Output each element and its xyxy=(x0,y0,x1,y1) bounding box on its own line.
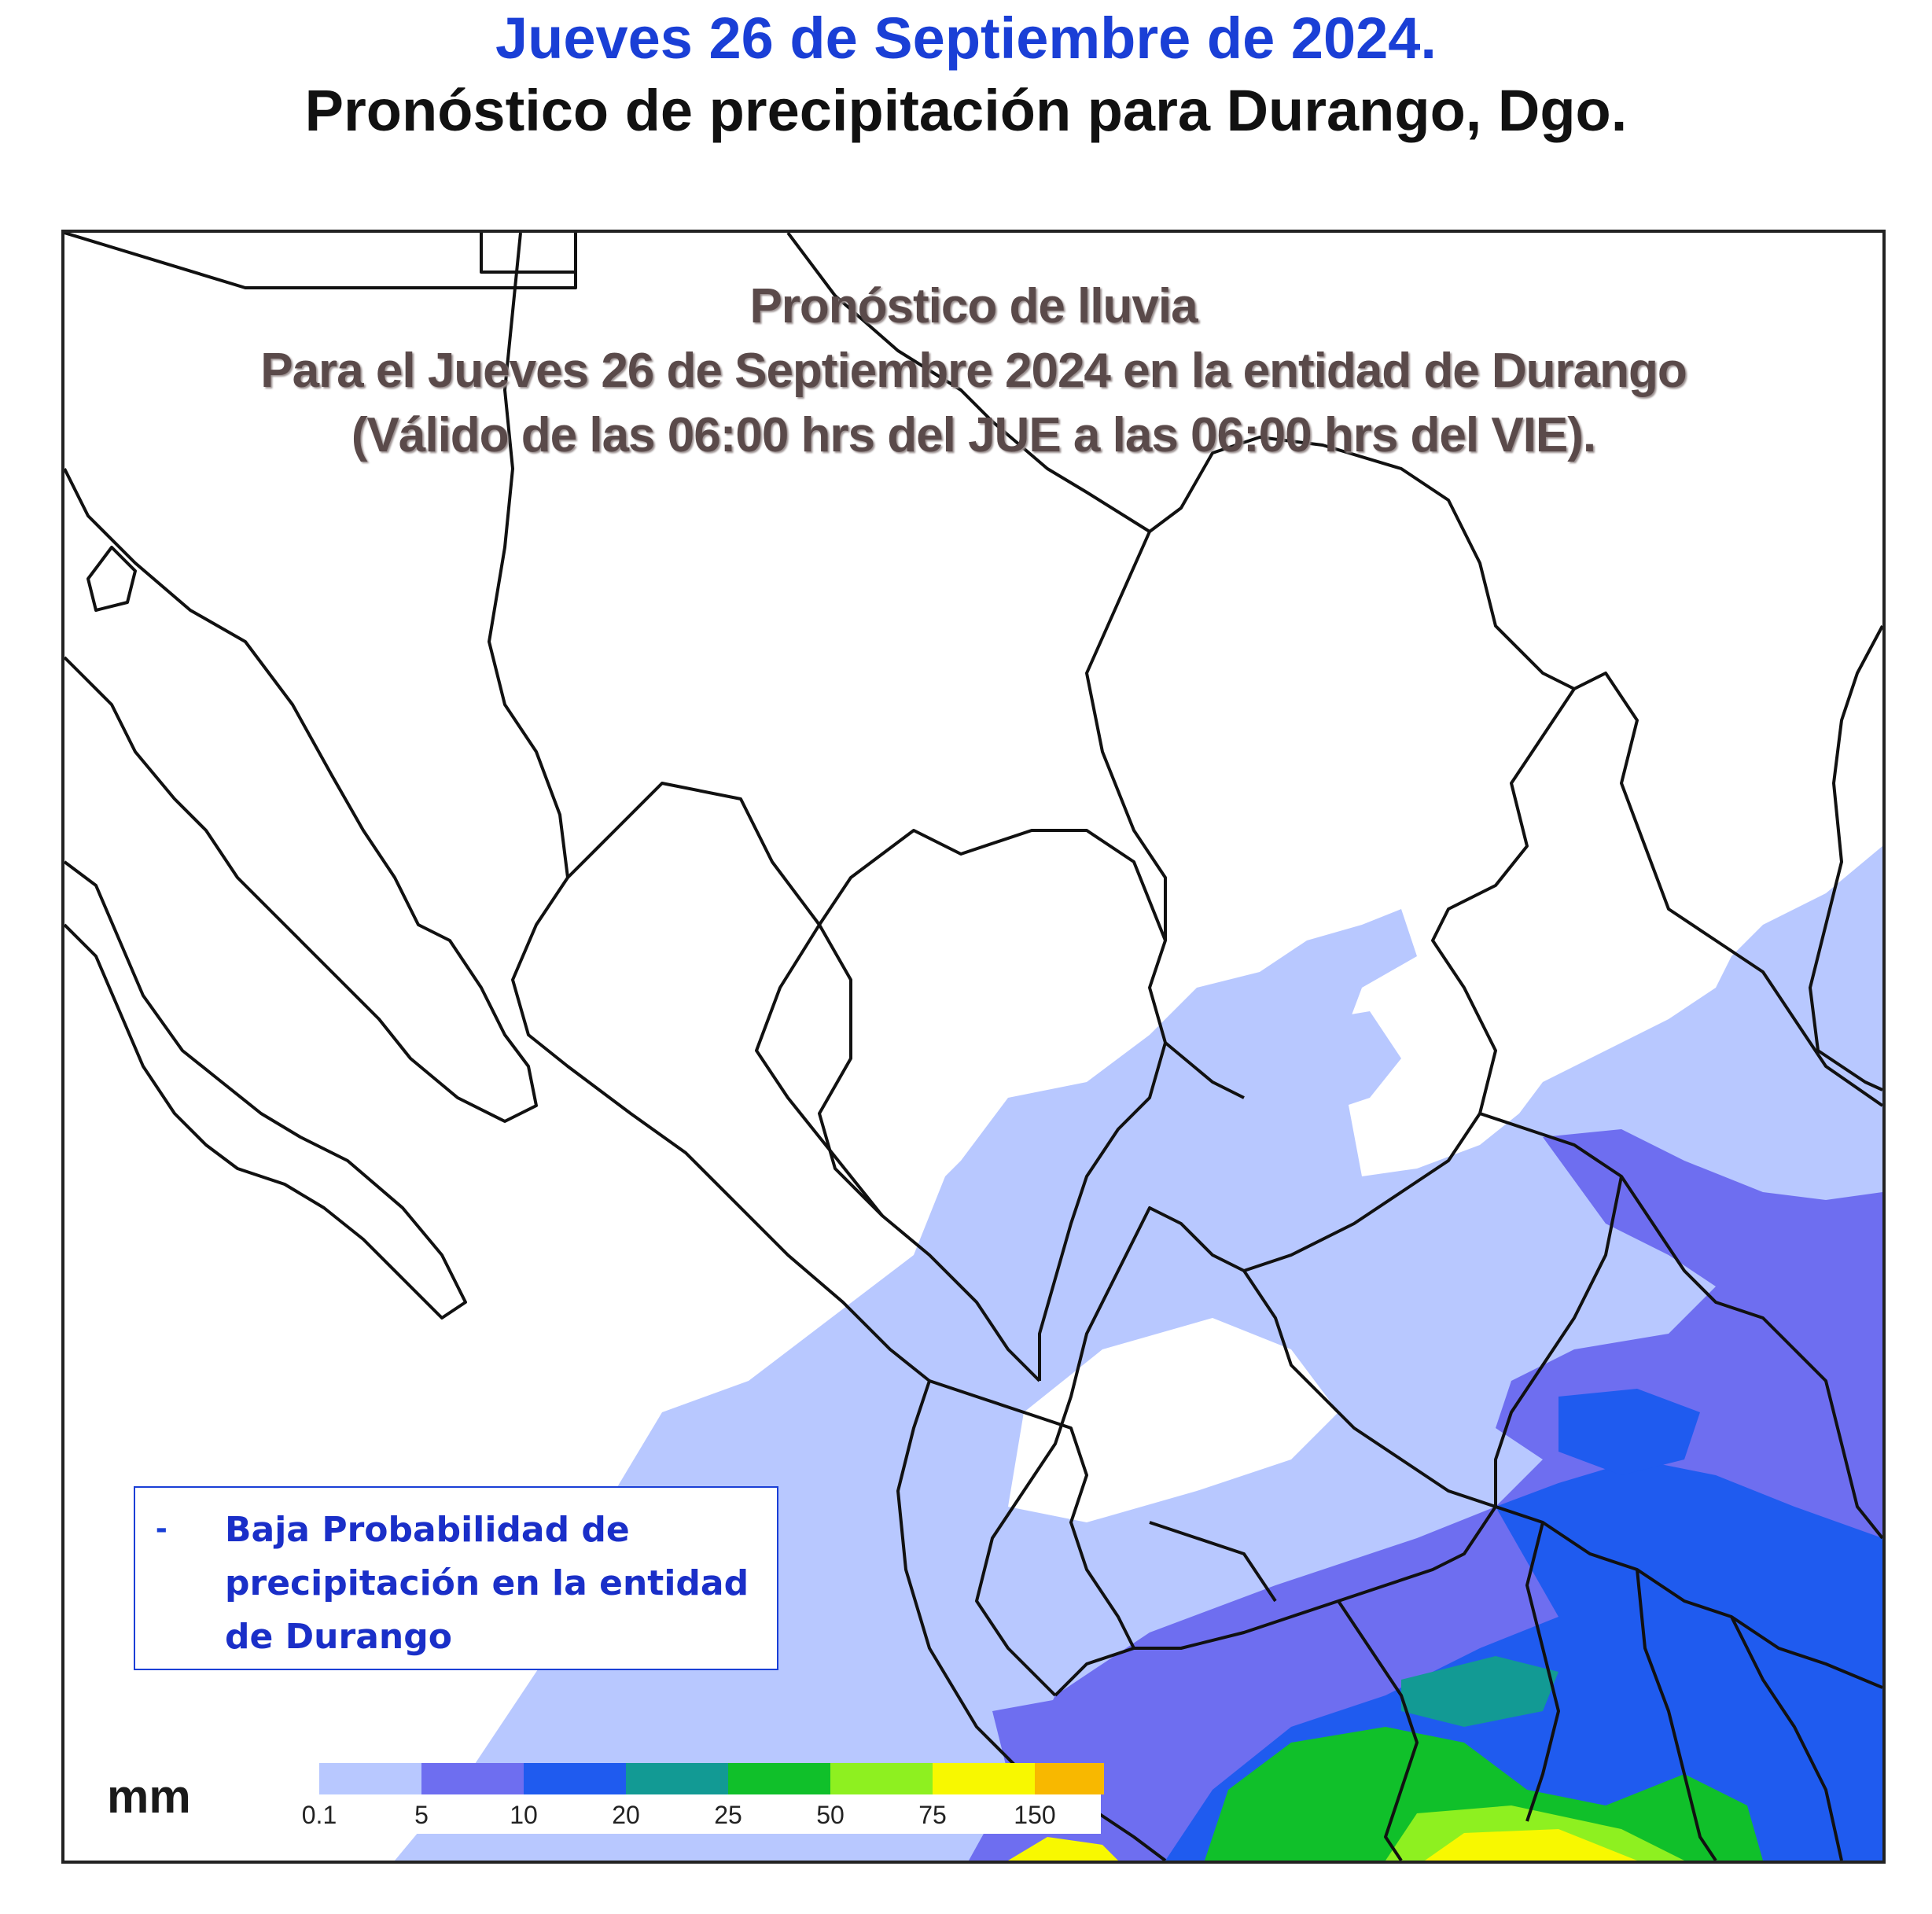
rain-shading xyxy=(395,846,1882,1861)
legend-tick-label: 75 xyxy=(918,1801,947,1829)
legend-swatch xyxy=(524,1763,626,1794)
legend-tick-label: 150 xyxy=(1014,1801,1056,1829)
legend-swatch xyxy=(1035,1763,1104,1794)
legend-tick-label: 0.1 xyxy=(301,1801,337,1829)
probability-note: - Baja Probabilidad de precipitación en … xyxy=(134,1486,778,1670)
map-title-line2: Para el Jueves 26 de Septiembre 2024 en … xyxy=(260,344,1687,398)
legend-swatch xyxy=(421,1763,524,1794)
durango xyxy=(755,829,1167,1381)
map-title-line3: (Válido de las 06:00 hrs del JUE a las 0… xyxy=(351,408,1596,462)
nayarit-coast xyxy=(929,1379,1135,1649)
legend-swatch xyxy=(319,1763,421,1794)
map-title-line1: Pronóstico de lluvia xyxy=(749,279,1198,333)
rain-area-light xyxy=(1283,1011,1401,1113)
forecast-date: Jueves 26 de Septiembre de 2024. xyxy=(495,6,1437,71)
legend-swatch xyxy=(728,1763,830,1794)
zacatecas xyxy=(975,1269,1496,1697)
central-states xyxy=(1149,1505,1882,1861)
note-text: Baja Probabilidad de precipitación en la… xyxy=(225,1510,749,1657)
san-luis-potosi xyxy=(1479,1112,1882,1540)
dry-gap xyxy=(1008,1318,1338,1522)
us-border xyxy=(64,233,577,289)
legend-swatch xyxy=(830,1763,933,1794)
jalisco xyxy=(1054,1505,1497,1697)
forecast-title: Pronóstico de precipitación para Durango… xyxy=(304,78,1628,143)
legend-tick-label: 10 xyxy=(510,1801,538,1829)
rain-area-green xyxy=(1205,1727,1763,1861)
note-bullet: - xyxy=(156,1508,167,1547)
chihuahua-coahuila xyxy=(1085,531,1245,1099)
us-border xyxy=(480,233,576,274)
coahuila-nuevo-leon xyxy=(1109,687,1576,1287)
coastline-baja xyxy=(64,860,467,1320)
islands-west xyxy=(86,546,137,612)
coastline-baja xyxy=(64,468,538,1123)
color-scale: 0.1 5 10 20 25 50 75 150 xyxy=(217,1763,1104,1834)
sonora-chihuahua xyxy=(566,782,1041,1382)
nuevo-leon-tamaulipas xyxy=(1573,672,1882,1107)
rain-area-blue xyxy=(1558,1389,1700,1475)
rain-area-teal xyxy=(1401,1656,1558,1727)
legend-swatch xyxy=(626,1763,728,1794)
legend-tick-label: 25 xyxy=(714,1801,742,1829)
legend-swatch xyxy=(217,1763,319,1794)
legend-tick-label: 20 xyxy=(612,1801,640,1829)
unit-label: mm xyxy=(107,1770,191,1823)
state-borders xyxy=(64,233,1882,1861)
legend-tick-label: 50 xyxy=(816,1801,845,1829)
tamaulipas-coast xyxy=(1809,625,1882,1091)
rain-area-yellow xyxy=(1425,1829,1637,1861)
legend-swatch xyxy=(933,1763,1035,1794)
coastline-west xyxy=(488,233,1167,1861)
us-border xyxy=(786,233,1575,690)
rain-area-yellow xyxy=(1008,1837,1118,1861)
legend-tick-label: 5 xyxy=(414,1801,429,1829)
